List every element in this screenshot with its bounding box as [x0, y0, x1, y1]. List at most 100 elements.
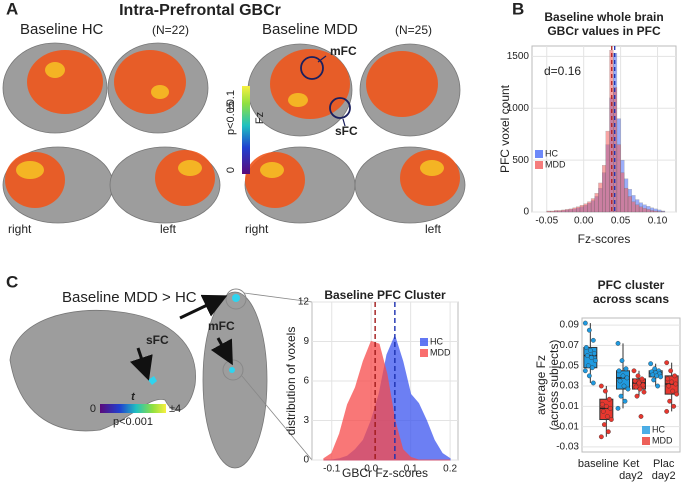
histogram-bar	[587, 201, 592, 213]
data-point	[582, 320, 588, 326]
data-point	[641, 389, 647, 395]
data-point	[631, 368, 637, 374]
data-point	[589, 365, 595, 371]
colorbar-label: 0	[90, 403, 96, 415]
histogram-bar	[590, 198, 595, 213]
data-point	[598, 434, 604, 440]
data-point	[622, 398, 628, 404]
x-tick-label: baseline	[578, 458, 619, 470]
y-tick-label: 6	[303, 376, 309, 387]
data-point	[615, 405, 621, 411]
data-point	[672, 373, 678, 379]
y-tick-label: 0.09	[560, 320, 580, 331]
y-tick-label: 1000	[507, 103, 530, 114]
data-point	[666, 383, 672, 389]
y-tick-label: 0.07	[560, 340, 580, 351]
data-point	[637, 386, 643, 392]
y-tick-label: 500	[512, 155, 529, 166]
brain-images	[2, 42, 466, 224]
y-tick-label: 0	[523, 207, 529, 218]
x-tick-label: Ket	[623, 458, 640, 470]
data-point	[603, 403, 609, 409]
data-point	[586, 327, 592, 333]
colorbar-label: p<0.05	[225, 101, 237, 135]
data-point	[625, 386, 631, 392]
legend-label: MDD	[652, 435, 673, 445]
panel-title: Intra-Prefrontal GBCr	[119, 2, 281, 19]
colorbar-label: t	[131, 391, 136, 403]
y-axis-label: PFC voxel count	[498, 84, 512, 173]
plot-area	[581, 317, 681, 453]
chart-title: Baseline whole brain	[544, 10, 663, 24]
data-point	[638, 414, 644, 419]
x-tick-label: day2	[652, 470, 676, 482]
histogram-bar	[661, 211, 666, 213]
y-tick-label: 3	[303, 415, 309, 426]
x-tick-label: 0.1	[404, 464, 418, 475]
data-point	[608, 417, 614, 422]
data-point	[640, 382, 646, 388]
data-point	[671, 403, 677, 409]
data-point	[601, 422, 607, 427]
histogram-bar	[568, 208, 573, 213]
histogram-bar	[653, 210, 658, 213]
data-point	[664, 408, 670, 414]
group-label: Baseline HC	[20, 21, 104, 38]
view-label: right	[245, 222, 269, 236]
y-axis-label: (across subjects)	[547, 340, 561, 431]
data-point	[605, 429, 611, 435]
data-point	[619, 358, 625, 364]
data-point	[584, 353, 590, 358]
y-tick-label: -0.03	[556, 442, 579, 453]
panel-label: A	[6, 0, 18, 18]
histogram-bar	[627, 196, 632, 213]
colorbar-label: ±4	[169, 403, 181, 415]
data-point	[624, 375, 630, 381]
chart-title: GBCr values in PFC	[547, 24, 661, 38]
data-point	[674, 391, 680, 397]
legend-swatch	[535, 161, 543, 169]
data-point	[655, 383, 661, 389]
histogram-bar	[605, 130, 610, 213]
x-tick-label: 0.00	[574, 216, 594, 227]
legend-label: MDD	[430, 347, 451, 357]
histogram-bar	[642, 208, 647, 213]
view-label: left	[160, 222, 177, 236]
histogram-bar	[638, 206, 643, 213]
data-point	[651, 377, 657, 383]
data-point	[591, 351, 597, 356]
x-axis-label: GBCr Fz-scores	[342, 466, 428, 480]
chart-title: PFC cluster	[598, 278, 665, 292]
view-label: right	[8, 222, 32, 236]
data-point	[673, 381, 679, 387]
histogram-bar	[594, 193, 599, 213]
data-point	[582, 368, 588, 374]
y-tick-label: 0.05	[560, 360, 580, 371]
data-point	[587, 348, 593, 353]
roi-label: sFC	[146, 333, 169, 347]
legend-swatch	[642, 426, 650, 434]
data-point	[607, 405, 613, 411]
histogram-bar	[550, 210, 555, 213]
x-tick-label: 0.05	[611, 216, 631, 227]
panel-label: B	[512, 0, 524, 18]
legend-swatch	[420, 349, 428, 357]
colorbar-label: Fz	[254, 112, 266, 124]
histogram-bar	[616, 144, 621, 213]
histogram-bar	[624, 187, 629, 213]
data-point	[621, 383, 627, 389]
y-tick-label: 0	[303, 455, 309, 466]
y-tick-label: 9	[303, 336, 309, 347]
data-point	[668, 368, 674, 374]
box	[616, 370, 630, 390]
data-point	[600, 408, 606, 414]
histogram-bar	[561, 209, 566, 213]
panel-label: C	[6, 272, 18, 291]
legend-swatch	[535, 150, 543, 158]
histogram-bar	[635, 204, 640, 213]
histogram-bar	[602, 165, 606, 213]
brain-images	[9, 288, 313, 469]
data-point	[658, 374, 664, 380]
group-n: (N=25)	[395, 23, 432, 37]
